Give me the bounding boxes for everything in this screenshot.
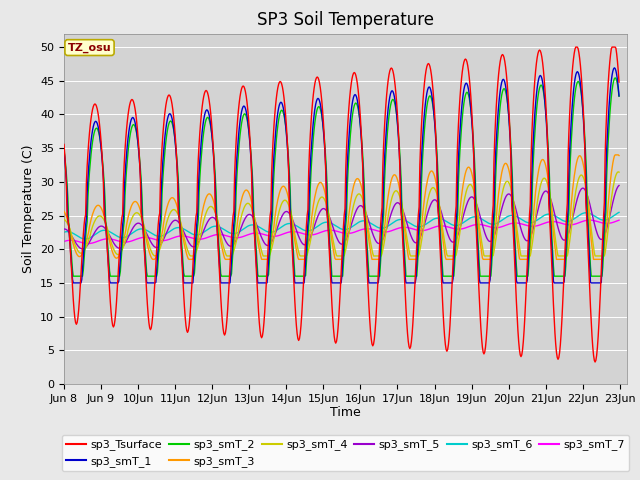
sp3_smT_4 [614,169,622,175]
sp3_smT_2 [611,75,619,81]
sp3_smT_1 [71,280,79,286]
Line: sp3_smT_5: sp3_smT_5 [64,185,619,249]
sp3_smT_2 [214,224,221,229]
Line: sp3_smT_2: sp3_smT_2 [64,78,619,276]
sp3_smT_3 [410,256,417,262]
sp3_smT_2 [60,147,68,153]
sp3_smT_1 [214,232,221,238]
sp3_smT_4 [426,189,434,195]
sp3_smT_1 [611,65,618,71]
sp3_smT_7 [410,226,417,232]
sp3_smT_3 [184,256,192,262]
sp3_smT_4 [184,247,191,253]
sp3_smT_6 [184,229,192,235]
sp3_Tsurface [184,329,191,335]
sp3_smT_1 [615,93,623,99]
Y-axis label: Soil Temperature (C): Soil Temperature (C) [22,144,35,273]
Title: SP3 Soil Temperature: SP3 Soil Temperature [257,11,434,29]
sp3_smT_6 [82,236,90,242]
sp3_smT_4 [127,217,135,223]
sp3_smT_3 [214,218,221,224]
sp3_smT_4 [410,253,417,259]
Line: sp3_smT_7: sp3_smT_7 [64,220,619,243]
sp3_Tsurface [426,61,433,67]
Line: sp3_smT_1: sp3_smT_1 [64,68,619,283]
sp3_smT_5 [615,182,623,188]
sp3_smT_5 [426,204,434,209]
Line: sp3_smT_6: sp3_smT_6 [64,212,619,239]
sp3_smT_3 [70,244,78,250]
sp3_smT_2 [184,273,192,279]
sp3_smT_3 [60,208,68,214]
sp3_smT_7 [184,234,192,240]
sp3_smT_2 [128,124,136,130]
sp3_smT_5 [79,246,86,252]
sp3_Tsurface [70,307,78,312]
Line: sp3_smT_3: sp3_smT_3 [64,155,619,259]
sp3_smT_4 [60,216,68,222]
sp3_smT_6 [70,231,78,237]
sp3_smT_2 [615,94,623,99]
sp3_smT_6 [214,224,221,229]
sp3_smT_5 [128,227,136,233]
sp3_Tsurface [591,359,599,365]
sp3_Tsurface [60,142,68,147]
sp3_Tsurface [572,44,580,50]
sp3_smT_2 [71,273,79,279]
sp3_smT_7 [615,217,623,223]
Line: sp3_Tsurface: sp3_Tsurface [64,47,619,362]
sp3_smT_5 [60,226,68,232]
sp3_smT_7 [426,226,434,232]
sp3_smT_5 [214,220,221,226]
sp3_smT_6 [615,209,623,215]
sp3_smT_4 [70,240,78,245]
sp3_smT_3 [426,169,434,175]
sp3_smT_3 [615,153,623,158]
sp3_smT_4 [187,253,195,259]
sp3_smT_1 [60,148,68,154]
sp3_Tsurface [615,79,623,85]
Legend: sp3_Tsurface, sp3_smT_1, sp3_smT_2, sp3_smT_3, sp3_smT_4, sp3_smT_5, sp3_smT_6, : sp3_Tsurface, sp3_smT_1, sp3_smT_2, sp3_… [61,435,630,471]
sp3_smT_7 [84,240,92,246]
sp3_smT_6 [128,230,136,236]
sp3_smT_4 [214,217,221,223]
sp3_smT_6 [426,218,434,224]
sp3_smT_6 [410,223,417,228]
sp3_smT_2 [410,273,417,279]
sp3_smT_7 [214,232,221,238]
sp3_smT_3 [149,256,157,262]
sp3_smT_1 [128,115,136,121]
sp3_smT_2 [69,273,77,279]
sp3_smT_5 [70,237,78,243]
sp3_smT_4 [615,169,623,175]
sp3_smT_2 [426,93,434,99]
Line: sp3_smT_4: sp3_smT_4 [64,172,619,256]
sp3_smT_7 [586,217,593,223]
sp3_Tsurface [409,320,417,325]
sp3_smT_1 [410,280,417,286]
X-axis label: Time: Time [330,407,361,420]
sp3_smT_1 [69,280,77,286]
sp3_smT_7 [70,238,78,243]
sp3_Tsurface [213,222,221,228]
sp3_smT_1 [184,280,192,286]
sp3_smT_7 [60,239,68,244]
sp3_Tsurface [127,97,135,103]
sp3_smT_5 [184,239,192,244]
sp3_smT_5 [410,239,417,244]
sp3_smT_3 [611,152,619,158]
Text: TZ_osu: TZ_osu [68,42,111,53]
sp3_smT_1 [426,84,434,90]
sp3_smT_6 [60,229,68,235]
sp3_smT_7 [128,238,136,244]
sp3_smT_3 [127,204,135,210]
